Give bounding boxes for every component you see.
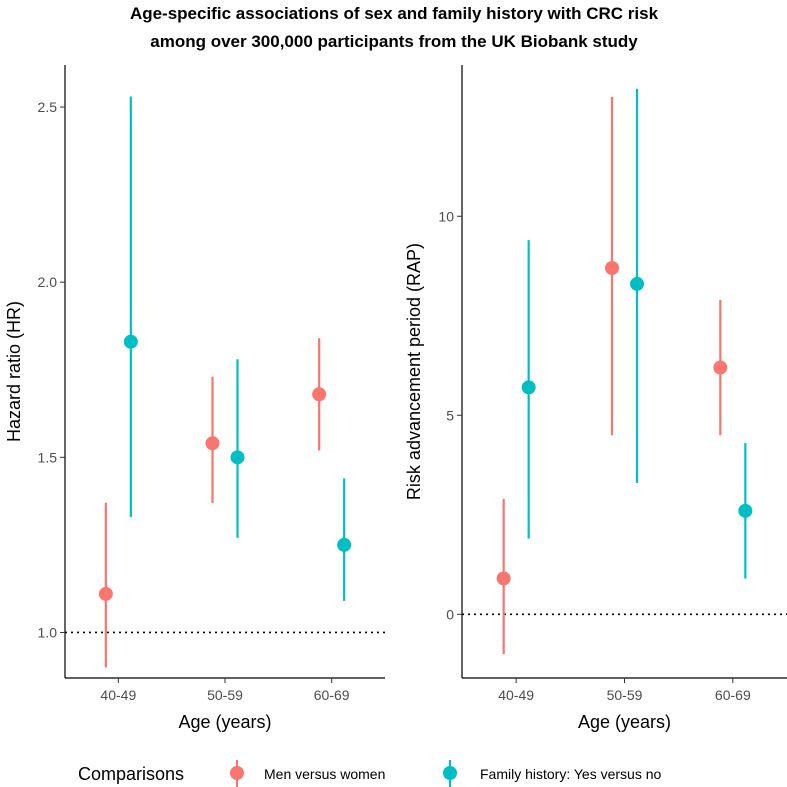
point-family-history (337, 537, 352, 552)
point-men-versus-women (205, 436, 220, 451)
x-axis-title: Age (years) (178, 712, 271, 732)
y-tick-label: 1.5 (38, 449, 58, 465)
legend-key-point-men-versus-women (230, 766, 244, 780)
legend-label-men-versus-women: Men versus women (264, 766, 385, 782)
x-tick-label: 50-59 (607, 687, 643, 703)
point-men-versus-women (713, 360, 728, 375)
panel-risk-advancement-period: 0 5 10 40-49 50-59 60-69 Age (years) Risk advan… (404, 65, 787, 732)
y-tick-label: 1.0 (38, 624, 58, 640)
point-family-history (630, 276, 644, 291)
y-tick-label: 0 (446, 606, 454, 622)
legend-key-point-family-history (443, 766, 457, 780)
point-family-history (521, 380, 536, 395)
legend: Comparisons Men versus women Family hist… (78, 760, 662, 787)
point-men-versus-women (98, 586, 113, 601)
point-family-history (738, 503, 753, 518)
point-men-versus-women (605, 261, 619, 276)
x-tick-label: 60-69 (314, 687, 350, 703)
x-tick-label: 60-69 (715, 687, 751, 703)
chart-title-line-2: among over 300,000 participants from the… (150, 32, 638, 51)
chart-title-line-1: Age-specific associations of sex and fam… (130, 4, 659, 23)
x-axis-title: Age (years) (578, 712, 671, 732)
point-men-versus-women (496, 571, 511, 586)
x-tick-label: 40-49 (498, 687, 534, 703)
panel-hazard-ratio: 1.0 1.5 2.0 2.5 40-49 50-59 60-69 Age (years) Ha… (4, 65, 385, 732)
point-family-history (230, 450, 245, 465)
y-axis-title: Hazard ratio (HR) (4, 301, 24, 442)
y-tick-label: 5 (446, 407, 454, 423)
x-tick-label: 50-59 (207, 687, 243, 703)
legend-title: Comparisons (78, 764, 184, 784)
legend-label-family-history: Family history: Yes versus no (480, 766, 662, 782)
x-tick-label: 40-49 (100, 687, 136, 703)
y-axis-title: Risk advancement period (RAP) (404, 243, 424, 500)
y-tick-label: 2.5 (38, 99, 58, 115)
point-men-versus-women (312, 387, 327, 402)
y-tick-label: 10 (438, 208, 454, 224)
point-family-history (123, 334, 138, 349)
y-tick-label: 2.0 (38, 274, 58, 290)
